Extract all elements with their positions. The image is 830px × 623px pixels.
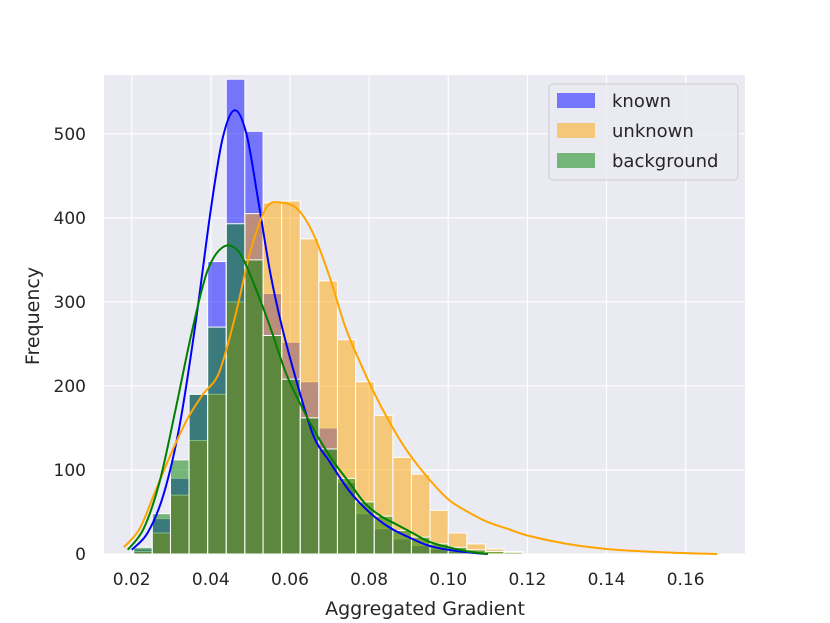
kde-known [130,109,488,555]
x-tick-label: 0.04 [192,570,230,590]
bar-background [244,259,264,555]
histogram-bars [133,78,524,555]
y-tick-labels: 0 100 200 300 400 500 [54,125,86,565]
legend-swatch-unknown [557,123,595,138]
legend-label-unknown: unknown [612,121,694,142]
bar-background [188,393,209,555]
x-tick-label: 0.12 [508,570,546,590]
y-tick-label: 100 [54,461,86,481]
x-axis-label: Aggregated Gradient [325,598,525,620]
y-tick-label: 200 [54,377,86,397]
y-tick-label: 400 [54,209,86,229]
legend-swatch-background [557,153,595,168]
legend-swatch-known [557,93,595,108]
bar-background [503,551,524,555]
x-tick-label: 0.08 [350,570,388,590]
x-tick-label: 0.14 [588,570,626,590]
legend-box [548,83,739,181]
legend: known unknown background [548,83,739,181]
x-tick-label: 0.10 [429,570,467,590]
bar-background [169,459,190,555]
y-axis-label: Frequency [22,267,44,365]
legend-label-background: background [612,151,718,172]
y-tick-label: 500 [54,125,86,145]
x-tick-label: 0.16 [667,570,705,590]
bar-background [281,378,301,555]
bar-background [484,550,505,555]
y-tick-label: 0 [75,545,86,565]
bar-background [262,335,283,555]
x-tick-label: 0.06 [271,570,309,590]
bars-background [133,223,524,555]
bar-background [133,546,153,555]
legend-label-known: known [612,91,671,112]
kde-background [126,244,488,555]
kde-curves [123,109,718,555]
kde-unknown [123,201,718,555]
x-tick-labels: 0.02 0.04 0.06 0.08 0.10 0.12 0.14 0.16 [113,570,705,590]
bar-background [299,417,320,555]
y-tick-label: 300 [54,293,86,313]
x-tick-label: 0.02 [113,570,151,590]
bar-background [336,477,357,555]
bar-background [225,223,246,555]
